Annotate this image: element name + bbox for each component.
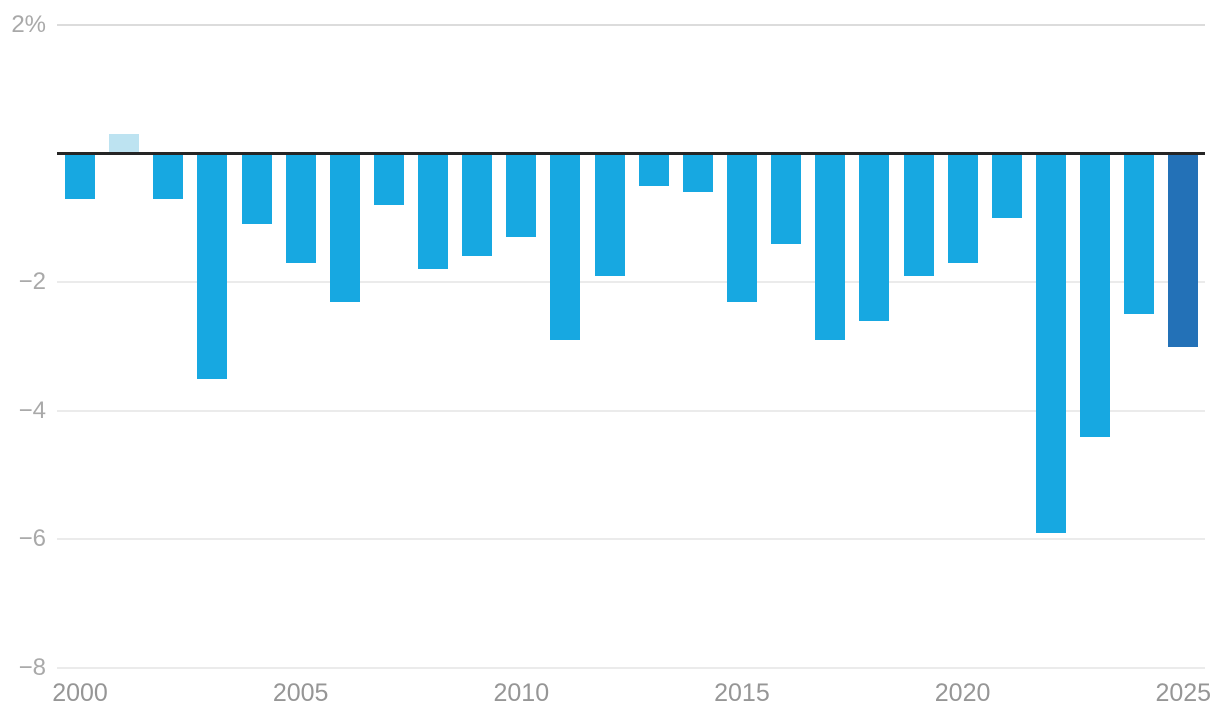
bar-2008[interactable] (418, 153, 448, 270)
bar-2013[interactable] (638, 153, 669, 186)
y-axis-tick-label--2: −2 (18, 268, 46, 296)
bar-2022[interactable] (1035, 153, 1066, 533)
bar-2011[interactable] (550, 153, 581, 341)
bar-2015[interactable] (727, 153, 757, 302)
gridline--6 (57, 538, 1205, 541)
bar-2018[interactable] (859, 153, 890, 321)
x-axis-tick-label-2010: 2010 (493, 679, 550, 707)
bar-2006[interactable] (329, 153, 360, 302)
gridline--4 (57, 409, 1205, 412)
y-axis-tick-label--8: −8 (18, 654, 46, 682)
bar-2000[interactable] (65, 153, 95, 199)
bar-2020[interactable] (947, 153, 978, 263)
bar-2009[interactable] (462, 153, 493, 257)
bar-2025[interactable] (1168, 153, 1199, 347)
bar-2002[interactable] (153, 153, 184, 199)
bar-2005[interactable] (285, 153, 316, 263)
bar-2017[interactable] (815, 153, 846, 341)
y-axis-tick-label--6: −6 (18, 525, 46, 553)
bar-2016[interactable] (771, 153, 802, 244)
x-axis-tick-label-2025: 2025 (1155, 679, 1212, 707)
x-axis-tick-label-2015: 2015 (714, 679, 770, 707)
gridline--2 (57, 281, 1205, 284)
y-axis-tick-label-2: 2% (11, 10, 46, 38)
bar-2001[interactable] (109, 134, 140, 154)
gridline--8 (57, 667, 1205, 670)
bar-2023[interactable] (1080, 153, 1110, 437)
zero-baseline (57, 152, 1205, 155)
x-axis-tick-label-2020: 2020 (934, 679, 991, 707)
x-axis-tick-label-2005: 2005 (272, 679, 329, 707)
bar-2010[interactable] (506, 153, 537, 238)
gridline-2 (57, 23, 1205, 26)
bar-2007[interactable] (373, 153, 404, 205)
y-axis-tick-label--4: −4 (18, 396, 46, 424)
bar-2012[interactable] (594, 153, 625, 276)
bar-2021[interactable] (991, 153, 1022, 218)
x-axis-tick-label-2000: 2000 (52, 679, 108, 707)
bar-2024[interactable] (1124, 153, 1155, 315)
bar-2003[interactable] (197, 153, 228, 379)
bar-2004[interactable] (241, 153, 272, 225)
bar-2014[interactable] (682, 153, 713, 193)
bar-2019[interactable] (903, 153, 934, 276)
